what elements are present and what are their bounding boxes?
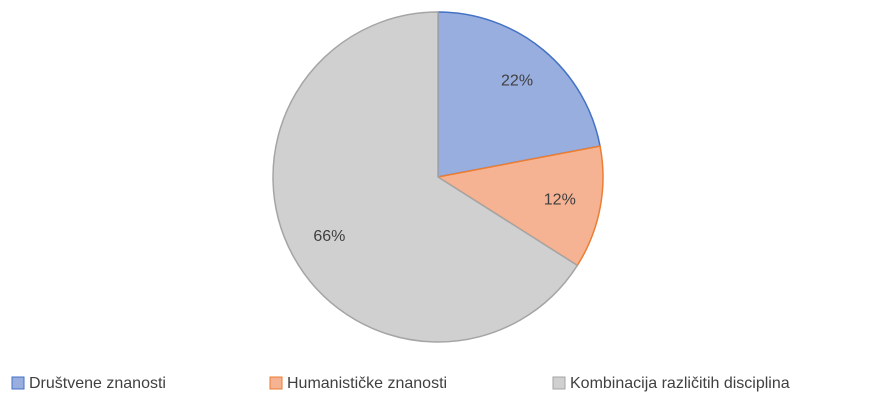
legend-label: Društvene znanosti xyxy=(29,375,166,392)
legend-swatch xyxy=(269,376,283,390)
data-label: 12% xyxy=(544,191,576,208)
data-label: 22% xyxy=(501,73,533,90)
legend-swatch xyxy=(552,376,566,390)
legend-label: Kombinacija različitih disciplina xyxy=(570,375,790,392)
legend-swatch xyxy=(11,376,25,390)
legend-label: Humanističke znanosti xyxy=(287,375,447,392)
pie-slice xyxy=(435,145,604,267)
pie-slice xyxy=(272,11,579,343)
data-label: 66% xyxy=(313,228,345,245)
pie-slice xyxy=(437,11,601,178)
